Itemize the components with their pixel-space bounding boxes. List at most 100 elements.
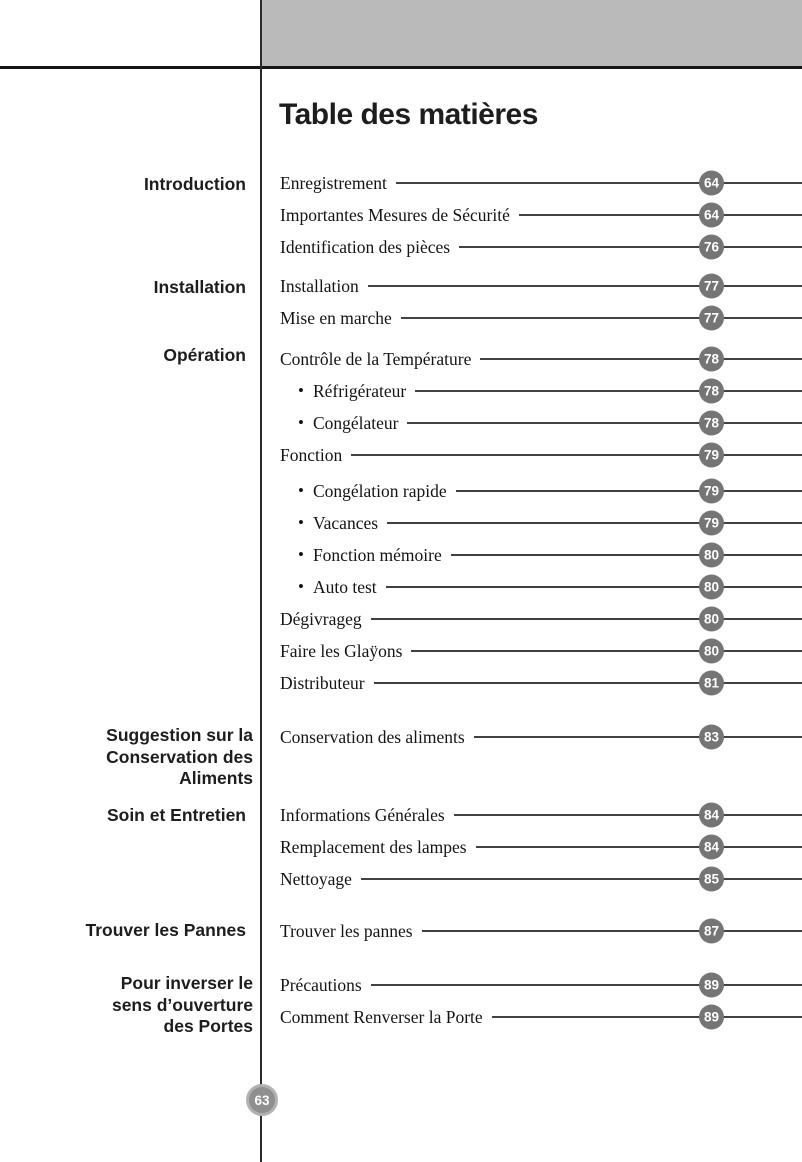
toc-entry-label: Trouver les pannes	[280, 920, 413, 941]
toc-group-suggestion-conservation: Conservation des aliments 83	[280, 721, 802, 753]
leader-line	[387, 522, 802, 524]
toc-entry: Comment Renverser la Porte 89	[280, 1001, 802, 1033]
leader-line	[473, 736, 802, 738]
page-number-badge: 80	[699, 638, 724, 664]
toc-entry: Importantes Mesures de Sécurité 64	[280, 199, 802, 231]
sidebar-section-installation: Installation	[153, 277, 246, 297]
leader-line	[373, 682, 802, 684]
page-number-badge: 83	[699, 724, 724, 750]
leader-line	[411, 650, 802, 652]
page-number-badge: 64	[699, 202, 724, 228]
leader-line	[415, 390, 802, 392]
page-number-badge: 84	[699, 802, 724, 828]
top-gray-banner	[262, 0, 802, 66]
toc-entry-label: Nettoyage	[280, 868, 352, 889]
sidebar-section-trouver-pannes: Trouver les Pannes	[85, 920, 247, 940]
toc-subentry: Congélation rapide 79	[280, 475, 802, 507]
toc-entry-label: Dégivrageg	[280, 608, 362, 629]
sidebar-section-inverser-portes: Pour inverser le sens d’ouverture des Po…	[111, 973, 253, 1036]
toc-entry: Informations Générales 84	[280, 799, 802, 831]
sidebar-section-suggestion-conservation: Suggestion sur la Conservation des Alime…	[106, 725, 253, 788]
toc-entry-label: Installation	[280, 275, 359, 296]
toc-subentry: Réfrigérateur 78	[280, 375, 802, 407]
toc-entry: Contrôle de la Température 78	[280, 343, 802, 375]
toc-group-soin-entretien: Informations Générales 84 Remplacement d…	[280, 799, 802, 895]
page-number-badge: 85	[699, 866, 724, 892]
leader-line	[351, 454, 802, 456]
toc-entry-label: Auto test	[298, 577, 377, 598]
page-number-badge: 79	[699, 510, 724, 536]
toc-entry: Précautions 89	[280, 969, 802, 1001]
toc-entry-label: Fonction mémoire	[298, 545, 442, 566]
page-number-badge: 79	[699, 442, 724, 468]
page-number-badge: 76	[699, 234, 724, 260]
leader-line	[395, 182, 802, 184]
toc-group-trouver-pannes: Trouver les pannes 87	[280, 915, 802, 947]
leader-line	[385, 586, 802, 588]
toc-entry-label: Vacances	[298, 513, 378, 534]
toc-entry: Dégivrageg 80	[280, 603, 802, 635]
leader-line	[491, 1016, 802, 1018]
page-number-badge: 84	[699, 834, 724, 860]
toc-group-inverser-portes: Précautions 89 Comment Renverser la Port…	[280, 969, 802, 1033]
leader-line	[480, 358, 802, 360]
page-number-badge: 80	[699, 542, 724, 568]
toc-entry: Distributeur 81	[280, 667, 802, 699]
toc-entry-label: Enregistrement	[280, 172, 387, 193]
toc-entry-label: Distributeur	[280, 672, 365, 693]
page-title: Table des matières	[279, 98, 538, 131]
toc-entry-label: Informations Générales	[280, 804, 445, 825]
toc-entry-label: Réfrigérateur	[298, 381, 406, 402]
leader-line	[407, 422, 802, 424]
leader-line	[421, 930, 802, 932]
toc-entry: Remplacement des lampes 84	[280, 831, 802, 863]
toc-entry-label: Identification des pièces	[280, 236, 451, 257]
page-number-badge: 89	[699, 972, 724, 998]
page-number-badge: 79	[699, 478, 724, 504]
leader-line	[455, 490, 802, 492]
toc-entry: Faire les Glaÿons 80	[280, 635, 802, 667]
toc-entry-label: Remplacement des lampes	[280, 836, 467, 857]
leader-line	[518, 214, 802, 216]
toc-entry: Enregistrement 64	[280, 167, 802, 199]
page-number-badge: 89	[699, 1004, 724, 1030]
toc-group-introduction: Enregistrement 64 Importantes Mesures de…	[280, 167, 802, 263]
toc-subentry: Congélateur 78	[280, 407, 802, 439]
sidebar-section-operation: Opération	[163, 345, 246, 365]
toc-group-operation: Contrôle de la Température 78 Réfrigérat…	[280, 343, 802, 699]
toc-subentry: Auto test 80	[280, 571, 802, 603]
page-number-badge: 64	[699, 170, 724, 196]
leader-line	[459, 246, 802, 248]
leader-line	[400, 317, 802, 319]
page-number-badge: 77	[699, 305, 724, 331]
toc-subentry: Vacances 79	[280, 507, 802, 539]
toc-entry-label: Conservation des aliments	[280, 726, 465, 747]
toc-entry-label: Faire les Glaÿons	[280, 640, 403, 661]
toc-entry: Trouver les pannes 87	[280, 915, 802, 947]
page-number-badge: 78	[699, 346, 724, 372]
toc-entry-label: Congélation rapide	[298, 481, 447, 502]
toc-entry-label: Précautions	[280, 974, 362, 995]
toc-entry-label: Mise en marche	[280, 307, 392, 328]
page-number-badge: 77	[699, 273, 724, 299]
page-number-badge: 78	[699, 378, 724, 404]
leader-line	[475, 846, 802, 848]
toc-entry: Conservation des aliments 83	[280, 721, 802, 753]
page-number-badge: 80	[699, 606, 724, 632]
toc-entry: Installation 77	[280, 270, 802, 302]
leader-line	[450, 554, 802, 556]
page-number-badge: 80	[699, 574, 724, 600]
horizontal-rule	[0, 66, 802, 69]
sidebar-section-soin-entretien: Soin et Entretien	[106, 805, 246, 825]
sidebar-section-introduction: Introduction	[143, 174, 246, 194]
toc-entry: Mise en marche 77	[280, 302, 802, 334]
page-number-badge: 87	[699, 918, 724, 944]
leader-line	[370, 618, 802, 620]
toc-entry-label: Importantes Mesures de Sécurité	[280, 204, 510, 225]
toc-entry-label: Fonction	[280, 444, 343, 465]
toc-entry-label: Congélateur	[298, 413, 399, 434]
leader-line	[453, 814, 802, 816]
leader-line	[367, 285, 802, 287]
vertical-rule	[260, 0, 262, 1162]
